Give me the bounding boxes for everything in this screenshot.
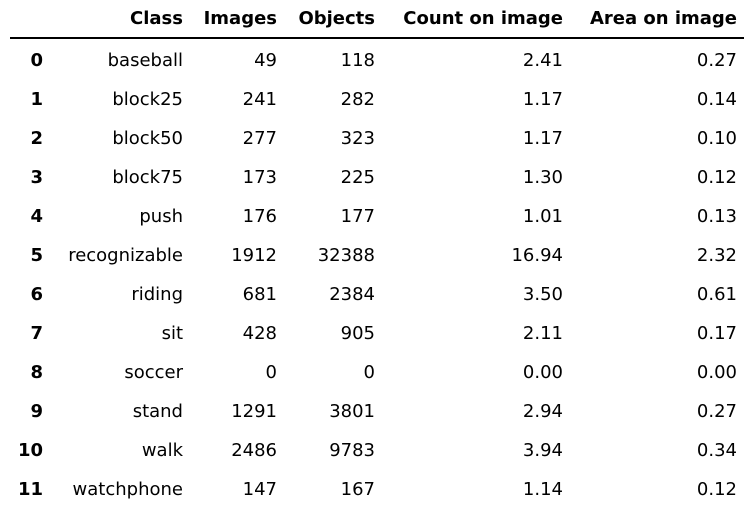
images-cell: 147: [242, 479, 277, 500]
table-row: 4 push 176 177 1.01 0.13: [10, 197, 744, 236]
table-row: 10 walk 2486 9783 3.94 0.34: [10, 431, 744, 470]
class-cell: riding: [131, 284, 183, 305]
class-cell: stand: [132, 401, 183, 422]
row-index: 8: [30, 362, 43, 383]
objects-cell: 282: [340, 89, 375, 110]
count-on-image-cell: 3.50: [522, 284, 563, 305]
table-row: 8 soccer 0 0 0.00 0.00: [10, 353, 744, 392]
header-count-on-image: Count on image: [382, 0, 570, 39]
area-on-image-cell: 0.00: [696, 362, 737, 383]
table-row: 1 block25 241 282 1.17 0.14: [10, 80, 744, 119]
row-index: 2: [30, 128, 43, 149]
table-row: 11 watchphone 147 167 1.14 0.12: [10, 470, 744, 509]
header-row: Class Images Objects Count on image Area…: [10, 0, 744, 39]
images-cell: 173: [242, 167, 277, 188]
objects-cell: 177: [340, 206, 375, 227]
area-on-image-cell: 0.12: [696, 167, 737, 188]
class-cell: block25: [112, 89, 183, 110]
area-on-image-cell: 0.27: [696, 401, 737, 422]
images-cell: 2486: [231, 440, 277, 461]
row-index: 10: [17, 440, 43, 461]
objects-cell: 0: [363, 362, 375, 383]
area-on-image-cell: 0.12: [696, 479, 737, 500]
count-on-image-cell: 2.41: [522, 50, 563, 71]
count-on-image-cell: 2.94: [522, 401, 563, 422]
objects-cell: 323: [340, 128, 375, 149]
objects-cell: 3801: [329, 401, 375, 422]
images-cell: 681: [242, 284, 277, 305]
class-cell: soccer: [124, 362, 183, 383]
area-on-image-cell: 0.13: [696, 206, 737, 227]
count-on-image-cell: 1.17: [522, 89, 563, 110]
header-index: [10, 0, 50, 39]
count-on-image-cell: 2.11: [522, 323, 563, 344]
row-index: 6: [30, 284, 43, 305]
images-cell: 1912: [231, 245, 277, 266]
row-index: 9: [30, 401, 43, 422]
count-on-image-cell: 1.17: [522, 128, 563, 149]
images-cell: 49: [254, 50, 277, 71]
class-cell: sit: [161, 323, 183, 344]
images-cell: 241: [242, 89, 277, 110]
area-on-image-cell: 0.17: [696, 323, 737, 344]
row-index: 1: [30, 89, 43, 110]
row-index: 5: [30, 245, 43, 266]
count-on-image-cell: 16.94: [511, 245, 563, 266]
images-cell: 428: [242, 323, 277, 344]
table-row: 2 block50 277 323 1.17 0.10: [10, 119, 744, 158]
count-on-image-cell: 3.94: [522, 440, 563, 461]
row-index: 3: [30, 167, 43, 188]
area-on-image-cell: 0.27: [696, 50, 737, 71]
images-cell: 277: [242, 128, 277, 149]
table-row: 6 riding 681 2384 3.50 0.61: [10, 275, 744, 314]
count-on-image-cell: 1.01: [522, 206, 563, 227]
table-row: 5 recognizable 1912 32388 16.94 2.32: [10, 236, 744, 275]
images-cell: 1291: [231, 401, 277, 422]
row-index: 11: [17, 479, 43, 500]
header-images: Images: [190, 0, 284, 39]
table-row: 3 block75 173 225 1.30 0.12: [10, 158, 744, 197]
images-cell: 0: [265, 362, 277, 383]
row-index: 0: [30, 50, 43, 71]
count-on-image-cell: 0.00: [522, 362, 563, 383]
count-on-image-cell: 1.30: [522, 167, 563, 188]
class-cell: push: [139, 206, 183, 227]
table-row: 0 baseball 49 118 2.41 0.27: [10, 38, 744, 80]
row-index: 7: [30, 323, 43, 344]
class-cell: walk: [141, 440, 183, 461]
objects-cell: 32388: [317, 245, 375, 266]
row-index: 4: [30, 206, 43, 227]
objects-cell: 225: [340, 167, 375, 188]
area-on-image-cell: 0.14: [696, 89, 737, 110]
class-cell: block50: [112, 128, 183, 149]
area-on-image-cell: 0.61: [696, 284, 737, 305]
class-cell: baseball: [107, 50, 183, 71]
class-cell: block75: [112, 167, 183, 188]
objects-cell: 9783: [329, 440, 375, 461]
area-on-image-cell: 0.10: [696, 128, 737, 149]
class-statistics-table: Class Images Objects Count on image Area…: [10, 0, 744, 509]
class-cell: watchphone: [72, 479, 183, 500]
table-row: 9 stand 1291 3801 2.94 0.27: [10, 392, 744, 431]
class-cell: recognizable: [68, 245, 183, 266]
objects-cell: 2384: [329, 284, 375, 305]
header-objects: Objects: [284, 0, 382, 39]
table-body: 0 baseball 49 118 2.41 0.27 1 block25 241 282 1.17…: [10, 38, 744, 509]
objects-cell: 118: [340, 50, 375, 71]
table-row: 7 sit 428 905 2.11 0.17: [10, 314, 744, 353]
header-area-on-image: Area on image: [570, 0, 744, 39]
area-on-image-cell: 2.32: [696, 245, 737, 266]
area-on-image-cell: 0.34: [696, 440, 737, 461]
images-cell: 176: [242, 206, 277, 227]
count-on-image-cell: 1.14: [522, 479, 563, 500]
objects-cell: 167: [340, 479, 375, 500]
objects-cell: 905: [340, 323, 375, 344]
header-class: Class: [50, 0, 190, 39]
